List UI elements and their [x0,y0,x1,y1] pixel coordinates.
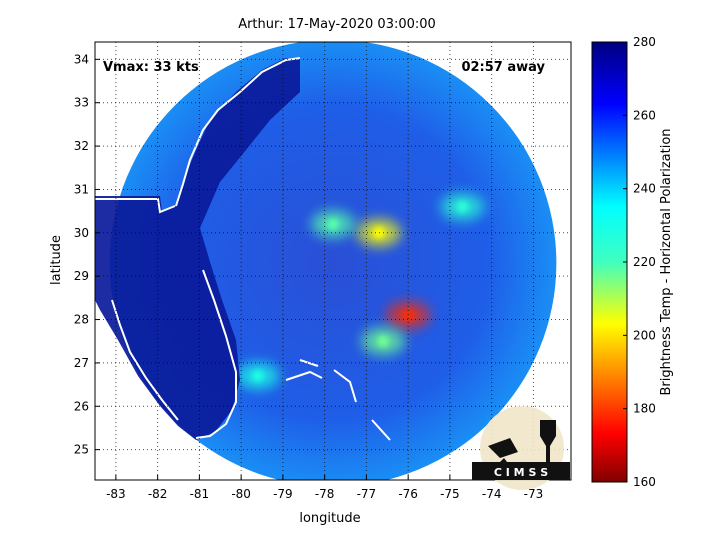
logo-tower [540,420,556,464]
x-axis: -83 -82 -81 -80 -79 -78 -77 -76 -75 -74 -73 [106,475,543,501]
y-tick-label: 31 [74,182,89,196]
colorbar-tick-label: 280 [633,35,656,49]
colorbar-tick-label: 180 [633,402,656,416]
x-tick-label: -78 [315,487,335,501]
x-tick-label: -81 [190,487,210,501]
logo-dish [488,438,518,466]
vmax-label: Vmax: 33 kts [103,60,199,75]
colorbar-label: Brightness Temp - Horizontal Polarizatio… [659,128,674,395]
colorbar-tick-label: 160 [633,475,656,489]
feature-core-eye-band-core [372,226,385,239]
x-tick-label: -75 [440,487,460,501]
x-tick-label: -74 [482,487,502,501]
plot-frame [94,41,572,481]
colorbar-tick-label: 260 [633,108,656,122]
y-axis-label: latitude [49,235,64,285]
feature-core-outer-band-west [251,369,264,382]
feature-core-rainband-south [377,335,390,348]
x-tick-label: -77 [357,487,377,501]
y-tick-label: 29 [74,269,89,283]
y-tick-label: 30 [74,226,89,240]
logo-band [472,462,570,480]
colorbar [591,41,628,483]
y-tick-label: 33 [74,96,89,110]
feature-core-band-north [327,218,339,231]
cimss-logo: C I M S S [472,406,570,490]
logo-text: C I M S S [494,466,548,479]
x-tick-label: -79 [273,487,293,501]
y-tick-label: 28 [74,313,89,327]
bahamas-coast [285,359,391,441]
colorbar-tick-label: 200 [633,328,656,342]
y-tick-label: 25 [74,443,89,457]
colorbar-tick-label: 240 [633,182,656,196]
feature-core-east-cell [456,200,469,213]
x-tick-label: -76 [398,487,418,501]
y-tick-label: 27 [74,356,89,370]
x-tick-label: -83 [106,487,126,501]
time-label: 02:57 away [461,60,545,75]
chart-title: Arthur: 17-May-2020 03:00:00 [238,17,436,32]
y-tick-label: 32 [74,139,89,153]
florida-land [95,58,300,440]
x-tick-label: -82 [148,487,168,501]
feature-core-rainband-cold-core [402,309,415,322]
colorbar-ticks: 160 180 200 220 240 260 280 [623,35,656,489]
y-axis: 25 26 27 28 29 30 31 32 33 34 [74,52,100,457]
colorbar-tick-label: 220 [633,255,656,269]
coastline [95,57,301,439]
brightness-features [235,192,485,390]
y-tick-label: 26 [74,399,89,413]
y-tick-label: 34 [74,52,89,66]
x-axis-label: longitude [299,511,360,526]
x-tick-label: -80 [231,487,251,501]
plot-area [95,42,571,480]
x-tick-label: -73 [524,487,544,501]
